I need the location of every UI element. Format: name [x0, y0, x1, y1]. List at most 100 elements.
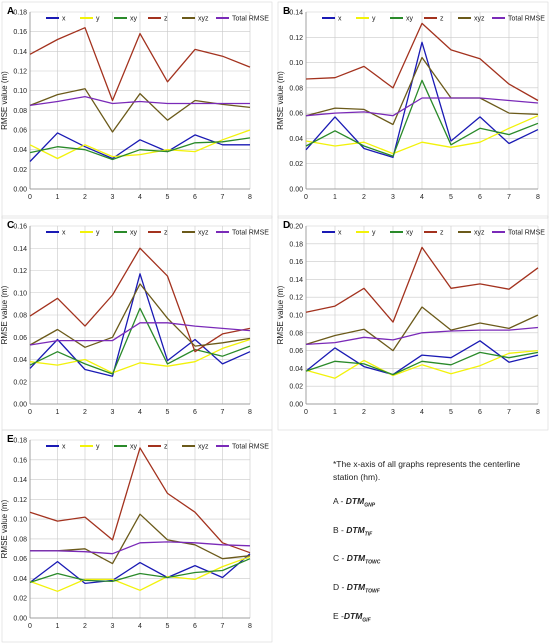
- panel-key-name: DTM: [346, 524, 365, 535]
- y-tick-label: 0.08: [13, 536, 27, 543]
- series-line-xyz: [29, 283, 251, 348]
- series-line-x: [305, 340, 539, 376]
- y-tick-label: 0.00: [289, 187, 303, 194]
- panel-key-subscript: TIF: [364, 531, 373, 538]
- x-tick-label: 2: [83, 194, 87, 201]
- x-tick-label: 3: [111, 623, 115, 630]
- series-line-y: [305, 349, 539, 379]
- y-tick-label: 0.12: [13, 69, 27, 76]
- y-tick-label: 0.10: [13, 290, 27, 297]
- panel-key-1: B - DTMTIF: [333, 524, 543, 542]
- x-tick-label: 7: [507, 409, 511, 416]
- x-tick-label: 3: [111, 409, 115, 416]
- y-tick-label: 0.00: [13, 187, 27, 194]
- series-line-total-rmse: [305, 326, 539, 346]
- notes-block: *The x-axis of all graphs represents the…: [333, 458, 543, 638]
- x-tick-label: 4: [138, 409, 142, 416]
- legend-label: xyz: [198, 230, 209, 237]
- y-tick-label: 0.04: [13, 147, 27, 154]
- y-tick-label: 0.06: [13, 556, 27, 563]
- x-tick-label: 7: [221, 409, 225, 416]
- x-tick-label: 2: [362, 194, 366, 201]
- y-tick-label: 0.20: [289, 224, 303, 231]
- y-tick-label: 0.04: [289, 136, 303, 143]
- y-tick-label: 0.08: [13, 108, 27, 115]
- panel-key-subscript: GNP: [364, 502, 376, 509]
- y-tick-label: 0.16: [289, 259, 303, 266]
- x-tick-label: 8: [536, 409, 540, 416]
- legend-label: Total RMSE: [508, 16, 545, 23]
- y-tick-label: 0.04: [289, 366, 303, 373]
- panel-letter: E: [7, 434, 14, 445]
- panel-key-prefix: D -: [333, 582, 347, 593]
- chart-panel-C: C 0.00 0.02 0.04 0.06 0.08 0.10 0.12 0.14 0.16 0 1 2…: [0, 215, 273, 431]
- series-line-z: [29, 447, 251, 554]
- panel-border: [277, 1, 549, 219]
- legend-label: x: [62, 16, 66, 23]
- y-tick-label: 0.18: [13, 10, 27, 17]
- y-tick-label: 0.08: [13, 313, 27, 320]
- panel-letter: D: [283, 220, 290, 231]
- legend-label: z: [440, 16, 444, 23]
- x-tick-label: 3: [111, 194, 115, 201]
- series-line-total-rmse: [305, 97, 539, 117]
- series-line-xyz: [305, 306, 539, 352]
- y-tick-label: 0.04: [13, 576, 27, 583]
- x-tick-label: 2: [362, 409, 366, 416]
- y-tick-label: 0.14: [289, 277, 303, 284]
- y-axis-label: RMSE value (m): [276, 285, 285, 344]
- x-tick-label: 8: [248, 194, 252, 201]
- legend-label: z: [164, 444, 168, 451]
- series-line-z: [305, 246, 539, 323]
- y-tick-label: 0.12: [289, 35, 303, 42]
- y-tick-label: 0.00: [13, 402, 27, 409]
- series-line-xyz: [30, 513, 251, 565]
- panel-key-subscript: TOWC: [365, 560, 381, 567]
- x-tick-label: 1: [56, 623, 60, 630]
- panel-key-name: DTM: [346, 553, 366, 564]
- y-axis-label: RMSE value (m): [0, 499, 9, 558]
- y-tick-label: 0.00: [289, 402, 303, 409]
- y-tick-label: 0.08: [289, 330, 303, 337]
- x-tick-label: 7: [221, 194, 225, 201]
- y-tick-label: 0.18: [289, 241, 303, 248]
- y-axis-label: RMSE value (m): [276, 71, 285, 130]
- x-tick-label: 4: [138, 194, 142, 201]
- panel-border: [277, 215, 549, 431]
- panel-key-prefix: C -: [333, 553, 347, 564]
- x-tick-label: 6: [193, 409, 197, 416]
- x-tick-label: 0: [28, 623, 32, 630]
- legend-label: xy: [130, 230, 138, 237]
- legend-label: x: [338, 230, 342, 237]
- panel-letter: A: [7, 6, 14, 17]
- x-tick-label: 0: [28, 409, 32, 416]
- series-line-xy: [305, 351, 539, 376]
- y-tick-label: 0.16: [13, 29, 27, 36]
- y-tick-label: 0.12: [289, 295, 303, 302]
- legend-label: Total RMSE: [232, 230, 269, 237]
- legend-label: x: [62, 230, 66, 237]
- panel-border: [1, 1, 273, 219]
- series-line-y: [29, 129, 251, 160]
- legend-label: xyz: [474, 16, 485, 23]
- x-tick-label: 5: [166, 623, 170, 630]
- x-tick-label: 5: [449, 409, 453, 416]
- x-tick-label: 1: [333, 409, 337, 416]
- series-line-xy: [29, 137, 251, 161]
- y-tick-label: 0.06: [13, 335, 27, 342]
- chart-legend: x y xy z xyz Total RMSE: [46, 230, 269, 237]
- series-line-z: [305, 22, 539, 102]
- legend-label: Total RMSE: [508, 230, 545, 237]
- chart-panel-D: D 0.00 0.02 0.04 0.06 0.08 0.10 0.12 0.14 0.16 0.1…: [276, 215, 549, 431]
- y-tick-label: 0.14: [13, 49, 27, 56]
- y-tick-label: 0.18: [13, 438, 27, 445]
- panel-key-list: A - DTMGNP B - DTMTIF C - DTMTOWC D - DTMTO…: [333, 495, 543, 627]
- x-tick-label: 0: [28, 194, 32, 201]
- y-tick-label: 0.02: [13, 596, 27, 603]
- legend-label: y: [372, 230, 376, 237]
- note-text: *The x-axis of all graphs represents the…: [333, 459, 521, 482]
- legend-label: xyz: [198, 444, 209, 451]
- legend-label: xy: [130, 16, 138, 23]
- x-tick-label: 8: [536, 194, 540, 201]
